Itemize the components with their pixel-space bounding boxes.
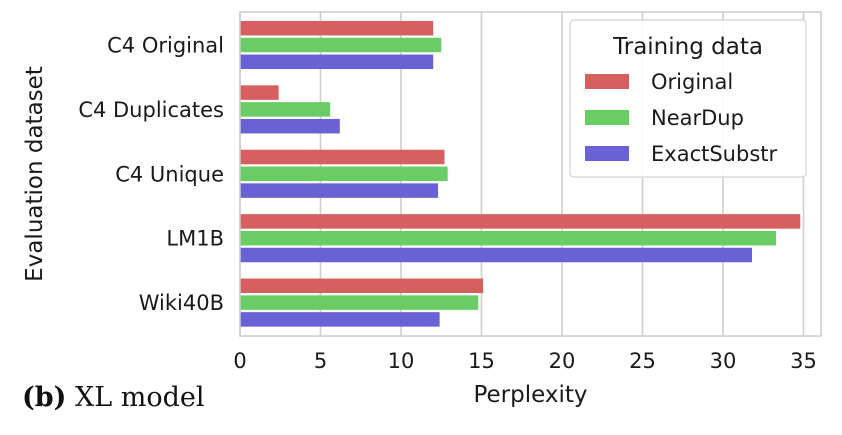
y-tick-label-c4-original: C4 Original <box>107 34 224 58</box>
bar-original-lm1b <box>240 214 801 229</box>
legend-swatch-neardup <box>585 110 629 125</box>
y-tick-labels: C4 Original C4 Duplicates C4 Unique LM1B Wik… <box>78 34 224 316</box>
legend: Training data Original NearDup ExactSubstr <box>569 19 807 178</box>
x-axis-title: Perplexity <box>473 382 587 408</box>
bar-original-wiki40b <box>240 278 484 294</box>
y-tick-label-wiki40b: Wiki40B <box>139 291 224 315</box>
y-axis-title: Evaluation dataset <box>22 66 48 282</box>
plot-frame <box>239 11 822 337</box>
bar-original-c4-original <box>240 20 434 36</box>
bar-exactsubstr-c4-original <box>240 54 434 70</box>
bar-original-c4-unique <box>240 149 445 165</box>
legend-label-neardup: NearDup <box>651 106 744 130</box>
y-tick-label-c4-duplicates: C4 Duplicates <box>78 98 224 122</box>
bar-exactsubstr-c4-unique <box>240 183 439 198</box>
bar-neardup-wiki40b <box>240 295 479 310</box>
x-tick-label: 0 <box>233 349 246 373</box>
x-tick-label: 20 <box>549 349 576 373</box>
bar-neardup-c4-original <box>240 37 442 53</box>
bar-neardup-c4-unique <box>240 166 448 182</box>
bar-original-c4-duplicates <box>240 85 279 100</box>
x-tick-label: 35 <box>790 349 817 373</box>
bar-exactsubstr-wiki40b <box>240 312 440 327</box>
legend-label-exactsubstr: ExactSubstr <box>651 142 777 166</box>
legend-swatch-original <box>585 74 629 89</box>
x-tick-label: 5 <box>314 349 327 373</box>
caption-text: XL model <box>75 382 205 413</box>
legend-title: Training data <box>612 34 763 60</box>
legend-label-original: Original <box>651 70 733 94</box>
bar-exactsubstr-c4-duplicates <box>240 118 340 134</box>
x-tick-label: 10 <box>388 349 415 373</box>
legend-items: Original NearDup ExactSubstr <box>585 70 777 166</box>
bar-neardup-c4-duplicates <box>240 102 331 117</box>
bars <box>240 20 801 327</box>
x-tick-label: 30 <box>710 349 737 373</box>
figure-caption: (b) XL model <box>22 382 205 413</box>
x-tick-labels: 0 5 10 15 20 25 30 35 <box>233 349 817 373</box>
caption-label: (b) <box>22 382 67 413</box>
x-tick-label: 15 <box>468 349 495 373</box>
legend-swatch-exactsubstr <box>585 146 629 161</box>
bar-neardup-lm1b <box>240 230 777 246</box>
x-tick-label: 25 <box>629 349 656 373</box>
legend-box <box>569 19 807 178</box>
bar-exactsubstr-lm1b <box>240 247 752 263</box>
y-tick-label-c4-unique: C4 Unique <box>115 162 224 186</box>
y-tick-label-lm1b: LM1B <box>166 227 224 251</box>
